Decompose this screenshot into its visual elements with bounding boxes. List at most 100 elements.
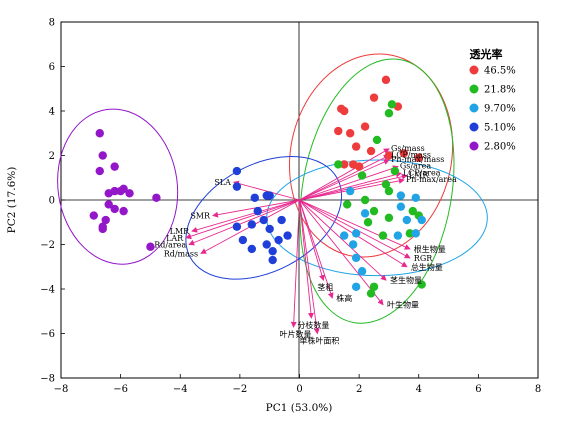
ellipse-series-4 [57, 108, 179, 265]
point-series-2 [357, 267, 367, 276]
loading-label: 根生物量 [414, 244, 446, 254]
loading-arrow [299, 148, 390, 201]
x-axis-label: PC1 (53.0%) [266, 402, 333, 414]
point-series-2 [396, 191, 406, 200]
loading-label: 总生物量 [411, 262, 443, 272]
point-series-1 [366, 289, 376, 298]
point-series-1 [417, 280, 426, 289]
point-series-4 [95, 129, 104, 138]
point-series-1 [405, 229, 415, 238]
loading-arrow [299, 155, 390, 201]
y-tick-label: 6 [49, 62, 55, 73]
point-series-2 [351, 253, 361, 263]
loading-arrow [299, 171, 402, 201]
point-series-1 [360, 195, 370, 205]
point-series-3 [232, 222, 242, 231]
x-tick-label: 6 [475, 384, 481, 395]
loading-label: 茎粗 [317, 282, 333, 292]
point-series-3 [247, 244, 256, 254]
point-series-4 [152, 193, 161, 202]
loading-arrow [191, 199, 300, 233]
point-series-0 [354, 162, 364, 171]
point-series-1 [408, 206, 417, 216]
point-series-4 [110, 204, 119, 214]
loading-arrow [290, 199, 300, 328]
loading-label: 分枝数量 [297, 320, 329, 330]
loading-label: SMR [190, 212, 211, 221]
x-axis-ticks: −8 −6 −4 −2 0 2 4 6 8 [54, 374, 541, 395]
legend-label: 2.80% [484, 142, 516, 153]
loading-label: LAR [166, 234, 184, 243]
y-tick-label: 2 [49, 151, 55, 162]
point-series-3 [262, 191, 271, 200]
point-series-3 [253, 206, 262, 216]
y-tick-label: −2 [40, 240, 55, 251]
point-series-2 [351, 229, 361, 238]
x-tick-label: −2 [233, 384, 248, 395]
point-series-3 [268, 255, 277, 265]
loading-arrow [299, 165, 399, 201]
legend-marker [469, 65, 479, 75]
legend-label: 46.5% [484, 66, 516, 77]
point-series-0 [340, 160, 349, 169]
point-series-4 [125, 189, 134, 198]
point-series-2 [411, 229, 420, 238]
loading-label: Rd/area [154, 241, 186, 250]
point-series-2 [351, 282, 361, 291]
loading-label: Pn-max/area [406, 175, 457, 184]
loading-label: 株高 [336, 293, 352, 303]
point-series-2 [345, 186, 355, 196]
x-tick-label: 2 [356, 384, 362, 395]
point-series-0 [345, 129, 355, 138]
loading-label: RGR [414, 254, 433, 263]
loading-label: 叶片数量 [280, 329, 312, 339]
legend-label: 5.10% [484, 123, 516, 134]
loading-arrows [185, 148, 411, 335]
y-tick-label: 0 [49, 196, 55, 207]
legend-title: 透光率 [470, 47, 503, 61]
loading-label: 单株叶面积 [299, 336, 339, 346]
point-series-1 [384, 109, 394, 118]
legend-marker [469, 84, 479, 94]
point-series-0 [366, 146, 376, 156]
legend-marker [469, 122, 479, 132]
point-series-2 [417, 215, 426, 225]
point-series-4 [119, 206, 128, 216]
point-series-1 [378, 231, 388, 240]
point-series-4 [89, 211, 98, 220]
point-series-3 [277, 215, 286, 225]
point-series-0 [334, 126, 343, 136]
point-series-3 [232, 182, 242, 191]
loading-label: Gs/area [400, 162, 432, 171]
point-series-3 [259, 215, 268, 225]
legend-marker [469, 103, 479, 113]
y-axis-ticks: −8 −6 −4 −2 0 2 4 6 8 [40, 18, 65, 385]
point-series-3 [283, 231, 292, 240]
point-series-2 [340, 231, 349, 240]
point-series-3 [232, 166, 242, 176]
ellipse-series-1 [299, 58, 455, 324]
point-series-4 [104, 200, 113, 209]
point-series-2 [348, 240, 358, 249]
loading-arrow [299, 199, 325, 282]
legend-marker [469, 141, 479, 151]
point-series-4 [104, 189, 113, 198]
point-series-1 [357, 171, 367, 180]
loading-label: 茎生物量 [390, 275, 422, 285]
point-series-1 [384, 213, 394, 222]
point-series-1 [372, 135, 382, 145]
loading-arrow [299, 199, 334, 299]
y-axis-label: PC2 (17.6%) [6, 167, 18, 234]
legend-label: 9.70% [484, 104, 516, 115]
point-series-3 [265, 224, 274, 234]
x-tick-label: 0 [296, 384, 302, 395]
x-tick-label: 4 [416, 384, 422, 395]
legend: 透光率 46.5% 21.8% 9.70% 5.10% 2.80% [469, 47, 516, 153]
point-series-1 [343, 200, 352, 209]
loading-arrow [299, 173, 408, 201]
loading-label: LMR [170, 227, 191, 236]
loading-arrow [232, 180, 300, 201]
y-tick-label: −8 [40, 374, 55, 385]
point-series-1 [369, 282, 379, 291]
